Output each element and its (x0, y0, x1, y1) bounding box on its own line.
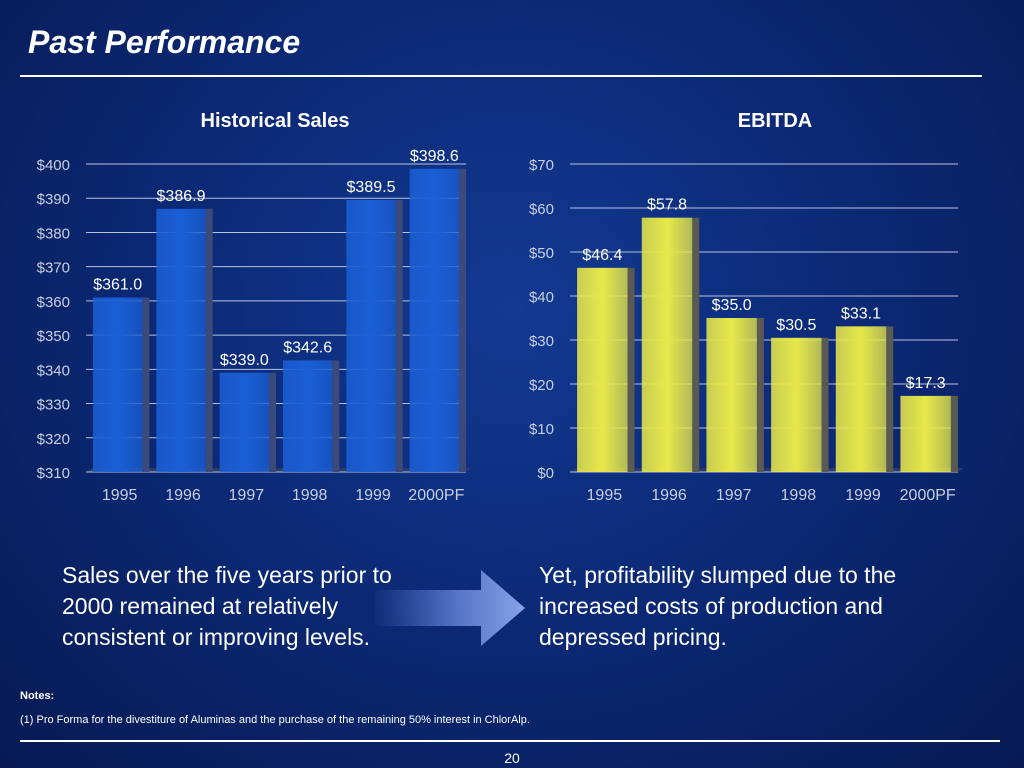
sales-bar (156, 208, 206, 472)
sales-xtick-label: 1996 (165, 487, 201, 504)
ebitda-ytick-label: $60 (529, 201, 554, 218)
page-number: 20 (504, 750, 520, 766)
sales-data-label: $398.6 (410, 148, 459, 165)
ebitda-data-label: $46.4 (582, 247, 622, 264)
note-1: (1) Pro Forma for the divestiture of Alu… (20, 714, 530, 726)
ebitda-ytick-label: $30 (529, 333, 554, 350)
ebitda-bar-side (821, 337, 829, 472)
sales-xtick-label: 1995 (102, 487, 138, 504)
title-rule (20, 75, 982, 77)
ebitda-xtick-label: 1995 (587, 487, 623, 504)
sales-data-label: $342.6 (283, 339, 332, 356)
ebitda-bar-side (756, 318, 764, 472)
sales-bar-side (142, 297, 150, 472)
ebitda-bar (577, 267, 628, 472)
ebitda-bar (835, 326, 887, 472)
sales-bar (219, 372, 270, 472)
sales-bar (92, 297, 143, 472)
ebitda-xtick-label: 1998 (781, 487, 817, 504)
ebitda-bar (771, 337, 822, 472)
sales-bar-side (332, 360, 340, 472)
sales-ytick-label: $320 (37, 431, 70, 448)
sales-ytick-label: $360 (37, 294, 70, 311)
slide-title: Past Performance (28, 24, 301, 60)
ebitda-xtick-label: 1996 (651, 487, 687, 504)
sales-bar-side (269, 372, 277, 472)
ebitda-ytick-label: $40 (529, 289, 554, 306)
ebitda-data-label: $35.0 (712, 297, 752, 314)
ebitda-data-label: $57.8 (647, 197, 687, 214)
ebitda-ytick-label: $20 (529, 377, 554, 394)
sales-ytick-label: $350 (37, 328, 70, 345)
sales-data-label: $386.9 (157, 188, 206, 205)
bottom-rule (20, 740, 1000, 742)
ebitda-xtick-label: 1997 (716, 487, 752, 504)
sales-ytick-label: $330 (37, 397, 70, 414)
sales-data-label: $389.5 (347, 179, 396, 196)
ebitda-bar-side (627, 267, 635, 472)
ebitda-bar (900, 395, 951, 472)
sales-data-label: $339.0 (220, 352, 269, 369)
sales-bar-side (459, 168, 467, 472)
right-arrow-icon (375, 570, 525, 646)
ebitda-ytick-label: $50 (529, 245, 554, 262)
sales-bar-side (205, 208, 213, 472)
sales-bar (409, 168, 460, 472)
sales-data-label: $361.0 (93, 276, 142, 293)
ebitda-xtick-label: 2000PF (900, 487, 956, 504)
ebitda-ytick-label: $70 (529, 157, 554, 174)
sales-bar (282, 360, 333, 472)
sales-bar-side (395, 199, 403, 472)
sales-xtick-label: 1997 (229, 487, 265, 504)
ebitda-xtick-label: 1999 (845, 487, 881, 504)
sales-ytick-label: $340 (37, 362, 70, 379)
sales-ytick-label: $400 (37, 157, 70, 174)
sales-ytick-label: $390 (37, 191, 70, 208)
sales-xtick-label: 1998 (292, 487, 328, 504)
ebitda-caption: Yet, profitability slumped due to the in… (539, 562, 897, 650)
ebitda-ytick-label: $10 (529, 421, 554, 438)
sales-bar (346, 199, 396, 472)
sales-caption: Sales over the five years prior to 2000 … (62, 562, 392, 650)
ebitda-chart-title: EBITDA (737, 110, 813, 132)
ebitda-data-label: $30.5 (776, 317, 816, 334)
sales-ytick-label: $380 (37, 225, 70, 242)
ebitda-bar (706, 318, 757, 472)
sales-ytick-label: $310 (37, 465, 70, 482)
ebitda-data-label: $33.1 (841, 305, 881, 322)
ebitda-ytick-label: $0 (537, 465, 554, 482)
sales-ytick-label: $370 (37, 260, 70, 277)
sales-chart-title: Historical Sales (200, 110, 350, 132)
ebitda-data-label: $17.3 (906, 375, 946, 392)
ebitda-bar-side (692, 217, 700, 472)
notes-heading: Notes: (20, 690, 55, 702)
sales-xtick-label: 1999 (355, 487, 391, 504)
ebitda-bar-side (886, 326, 894, 472)
ebitda-bar (641, 217, 693, 472)
ebitda-bar-side (950, 395, 958, 472)
sales-xtick-label: 2000PF (408, 487, 464, 504)
